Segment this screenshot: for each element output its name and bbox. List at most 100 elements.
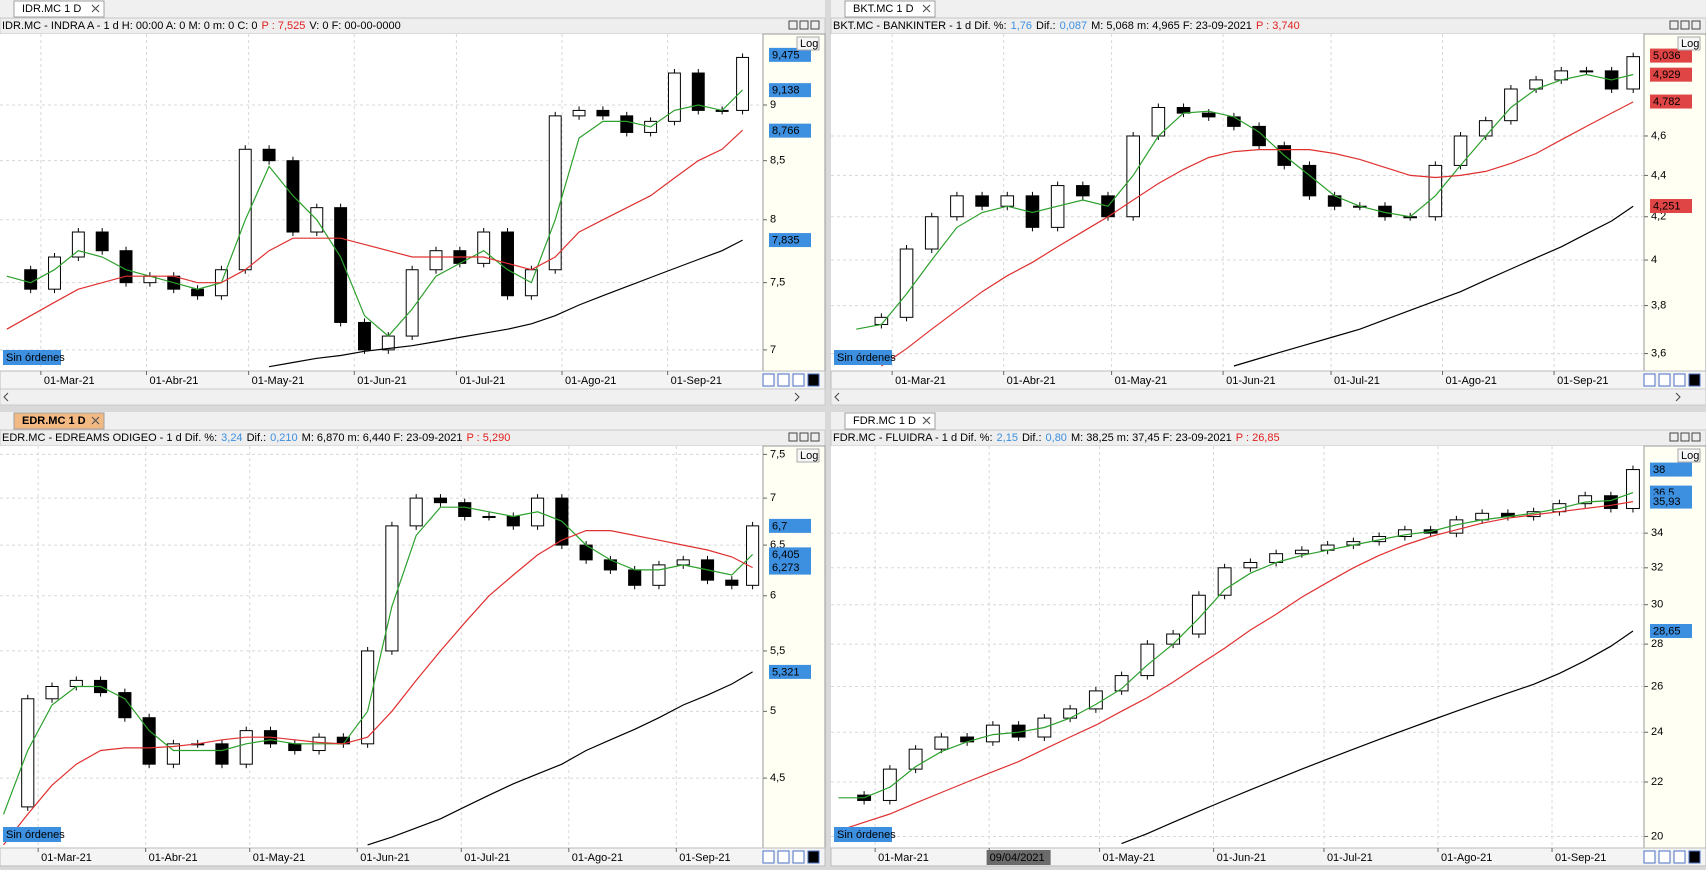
moving-average [2, 506, 754, 815]
moving-average [3, 530, 753, 846]
toolbar-button[interactable] [807, 373, 820, 387]
tab[interactable] [13, 412, 105, 430]
toolbar-button[interactable] [762, 850, 775, 864]
window-button[interactable] [799, 20, 809, 30]
toolbar-button[interactable] [762, 373, 775, 387]
y-tick-label: 28 [1651, 638, 1663, 650]
price-label: 5,036 [1653, 50, 1681, 62]
toolbar-button[interactable] [1688, 850, 1701, 864]
toolbar-button[interactable] [792, 850, 805, 864]
moving-average [881, 101, 1634, 367]
y-tick-label: 7 [770, 492, 776, 504]
scroll-arrow[interactable] [834, 392, 1681, 402]
toolbar-button[interactable] [792, 373, 805, 387]
scroll-arrow[interactable] [3, 392, 800, 402]
price-label-box [769, 47, 811, 62]
header-segment: EDR.MC - EDREAMS ODIGEO - 1 d Dif. %: [2, 432, 217, 444]
candle [667, 72, 681, 122]
window-button[interactable] [1669, 432, 1679, 442]
header-segment: 0,80 [1046, 432, 1067, 444]
candle [433, 497, 448, 504]
window-button[interactable] [810, 20, 820, 30]
price-label: 6,7 [772, 520, 787, 532]
candle [1025, 195, 1040, 228]
orders-badge [3, 827, 61, 842]
chart-panel: FDR.MC 1 D FDR.MC - FLUIDRA - 1 d Dif. %:… [830, 412, 1706, 867]
moving-average [838, 492, 1634, 799]
window-button[interactable] [788, 432, 798, 442]
candle [1076, 185, 1090, 197]
tab[interactable] [844, 0, 936, 18]
tab[interactable] [13, 0, 105, 18]
candle [1227, 116, 1241, 127]
window-button[interactable] [1680, 432, 1690, 442]
candle [1504, 88, 1518, 122]
scrollbar[interactable] [0, 388, 826, 406]
candle [1603, 495, 1618, 509]
header-segment: BKT.MC - BANKINTER - 1 d Dif. %: [833, 20, 1007, 32]
x-tick-label: 01-Sep-21 [1557, 375, 1608, 387]
candle [21, 698, 35, 808]
candle [1578, 495, 1593, 505]
candle [477, 231, 491, 264]
candle [1626, 469, 1640, 509]
window-button[interactable] [810, 432, 820, 442]
toolbar-button[interactable] [1643, 850, 1656, 864]
toolbar-button[interactable] [1658, 850, 1671, 864]
window-button[interactable] [1691, 432, 1701, 442]
tab-close[interactable] [91, 4, 100, 13]
candle [620, 115, 634, 133]
candle [1579, 70, 1594, 73]
orders-label: Sin órdenes [837, 352, 896, 364]
window-button[interactable] [1669, 20, 1679, 30]
moving-average [856, 73, 1634, 330]
header-segment: M: 5,068 m: 4,965 F: 23-09-2021 [1091, 20, 1252, 32]
candle [882, 768, 897, 801]
log-button[interactable] [1677, 448, 1701, 463]
tab-close[interactable] [922, 416, 931, 425]
window-button[interactable] [788, 20, 798, 30]
tab-close[interactable] [922, 4, 931, 13]
orders-badge [834, 350, 892, 365]
window-button[interactable] [1680, 20, 1690, 30]
x-tick-label: 01-Mar-21 [41, 852, 92, 864]
y-tick-label: 4,6 [1651, 130, 1666, 142]
window-button[interactable] [799, 432, 809, 442]
plot-content [6, 53, 750, 368]
x-tick-label: 01-Mar-21 [44, 375, 95, 387]
log-button[interactable] [1677, 36, 1701, 51]
toolbar-button[interactable] [1673, 850, 1686, 864]
toolbar-button[interactable] [1643, 373, 1656, 387]
candle [429, 250, 443, 271]
header-segment: 0,087 [1060, 20, 1088, 32]
log-button[interactable] [796, 36, 820, 51]
orders-label: Sin órdenes [837, 829, 896, 841]
x-tick-label: 01-Mar-21 [895, 375, 946, 387]
y-tick-label: 5,5 [770, 645, 785, 657]
candle [652, 564, 666, 586]
toolbar-button[interactable] [807, 850, 820, 864]
toolbar-button[interactable] [777, 373, 790, 387]
toolbar-button[interactable] [1658, 373, 1671, 387]
x-tick-label: 01-Ago-21 [572, 852, 623, 864]
tab-bar [831, 0, 1706, 18]
candle [215, 743, 229, 765]
tab-close[interactable] [91, 416, 100, 425]
x-tick-label: 01-Jun-21 [1217, 852, 1267, 864]
x-tick-label: 01-Abr-21 [149, 852, 198, 864]
log-button[interactable] [796, 448, 820, 463]
orders-badge [834, 827, 892, 842]
toolbar-button[interactable] [1673, 373, 1686, 387]
candle [924, 216, 939, 250]
scrollbar[interactable] [830, 388, 1706, 406]
y-tick-label: 8,5 [770, 155, 785, 167]
candle [1140, 643, 1155, 677]
tab[interactable] [844, 412, 936, 430]
toolbar-button[interactable] [777, 850, 790, 864]
candle [482, 515, 496, 518]
candle [191, 288, 205, 297]
window-button[interactable] [1691, 20, 1701, 30]
toolbar-button[interactable] [1688, 373, 1701, 387]
